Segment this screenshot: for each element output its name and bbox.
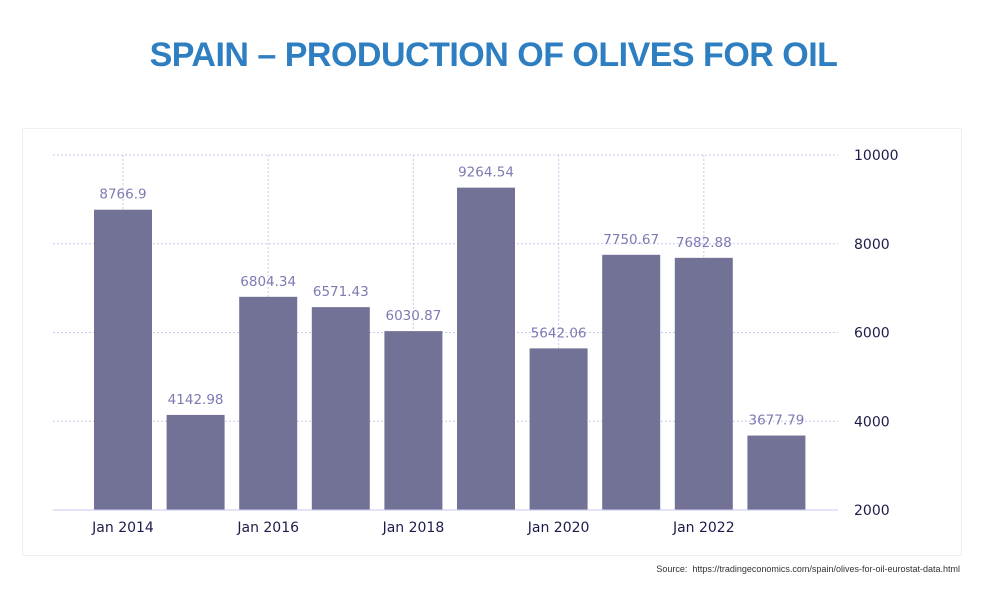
x-tick-label: Jan 2020 [527,520,590,536]
data-label: 7750.67 [603,232,659,248]
source-label: Source: [656,564,688,574]
data-label: 4142.98 [168,392,224,408]
bar [94,209,152,510]
y-tick-label: 6000 [854,326,890,342]
bar [311,307,370,510]
y-tick-label: 4000 [854,414,890,430]
bar [166,414,225,510]
data-label: 6804.34 [240,274,296,290]
bar [457,187,515,510]
chart-title: SPAIN – PRODUCTION OF OLIVES FOR OIL [149,36,838,74]
data-label: 9264.54 [458,165,514,181]
data-label: 5642.06 [531,325,587,341]
y-tick-label: 2000 [854,503,890,519]
source-url: https://tradingeconomics.com/spain/olive… [692,564,960,574]
bar [384,331,443,510]
data-label: 7682.88 [676,235,732,251]
x-tick-label: Jan 2018 [382,520,445,536]
data-label: 6030.87 [385,308,441,324]
x-tick-label: Jan 2016 [236,520,299,536]
bar [602,254,661,510]
data-label: 8766.9 [99,187,146,203]
bar [529,348,588,510]
x-tick-label: Jan 2014 [91,520,154,536]
y-tick-label: 10000 [854,148,899,164]
data-label: 6571.43 [313,284,369,300]
bar [747,435,806,510]
source-note: Source: https://tradingeconomics.com/spa… [656,564,960,574]
bar [674,257,733,510]
bar [239,296,298,510]
y-tick-label: 8000 [854,237,890,253]
x-tick-label: Jan 2022 [672,520,735,536]
data-label: 3677.79 [748,413,804,429]
bar-chart: 2000 4000 6000 8000 10000 Jan 2014 Jan 2016 Jan… [53,148,899,536]
chart-frame: 2000 4000 6000 8000 10000 Jan 2014 Jan 2016 Jan… [22,128,962,556]
